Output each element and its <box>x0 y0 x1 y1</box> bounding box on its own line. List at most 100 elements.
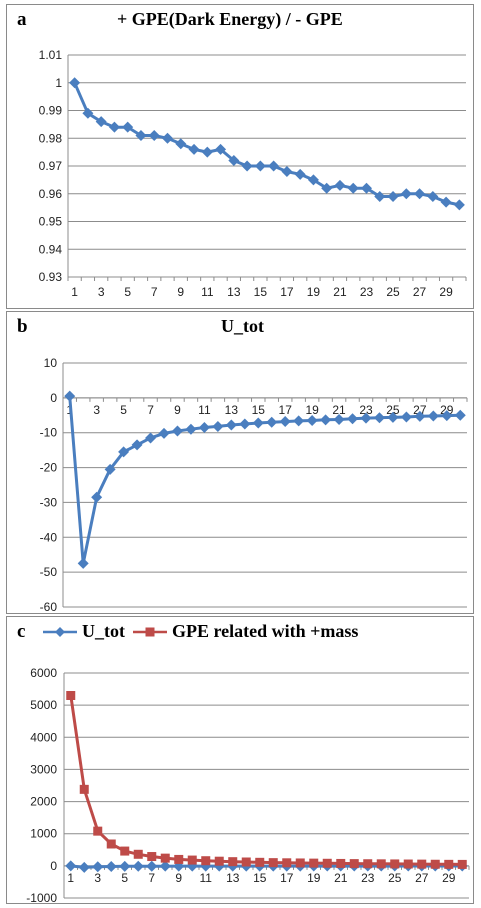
data-point <box>268 858 278 868</box>
data-point <box>241 160 253 172</box>
x-tick-label: 11 <box>200 871 213 885</box>
data-point <box>201 146 213 158</box>
x-tick-label: 9 <box>177 285 184 299</box>
series-line <box>73 82 460 207</box>
data-point <box>294 168 306 180</box>
panel-letter-a: a <box>17 9 27 30</box>
data-point <box>309 858 319 868</box>
series-line <box>68 395 461 565</box>
x-tick-label: 19 <box>307 285 321 299</box>
y-tick-label: 3000 <box>30 762 57 776</box>
data-point <box>361 182 372 194</box>
data-point <box>66 691 76 700</box>
data-point <box>148 129 160 141</box>
data-point <box>93 826 103 836</box>
data-point <box>403 859 413 869</box>
data-point <box>215 143 227 155</box>
data-point <box>333 413 345 425</box>
x-tick-label: 7 <box>151 285 158 299</box>
data-point <box>444 859 454 869</box>
data-point <box>174 854 184 864</box>
y-tick-label: 1.01 <box>39 48 63 62</box>
data-point <box>347 182 359 194</box>
y-tick-label: 6000 <box>30 666 57 680</box>
data-point <box>295 858 305 868</box>
data-point <box>198 421 210 433</box>
data-point <box>175 138 187 150</box>
data-point <box>145 432 157 444</box>
data-point <box>188 143 200 155</box>
x-tick-label: 15 <box>252 403 266 417</box>
data-point <box>122 121 134 133</box>
legend-marker-blue-diamond-icon <box>43 626 77 637</box>
x-tick-label: 23 <box>359 403 373 417</box>
y-tick-label: 0 <box>50 391 57 405</box>
data-point <box>118 446 130 458</box>
y-tick-label: 1000 <box>30 827 57 841</box>
data-point <box>400 188 412 200</box>
data-point <box>241 857 251 867</box>
data-point <box>387 191 399 203</box>
data-point <box>132 860 144 872</box>
x-tick-label: 3 <box>94 871 101 885</box>
data-point <box>334 179 346 191</box>
y-tick-label: 0.98 <box>39 131 63 145</box>
data-point <box>414 188 426 200</box>
data-point <box>135 129 147 141</box>
legend-label-u-tot: U_tot <box>82 621 125 641</box>
data-point <box>228 857 238 867</box>
data-point <box>147 852 157 862</box>
x-tick-label: 15 <box>253 871 267 885</box>
data-point <box>307 174 319 186</box>
data-point <box>146 860 158 872</box>
data-point <box>131 439 143 451</box>
x-tick-label: 9 <box>174 403 181 417</box>
y-tick-label: 0.93 <box>39 270 63 284</box>
data-point <box>454 409 466 421</box>
x-tick-label: 25 <box>386 403 400 417</box>
x-tick-label: 13 <box>226 871 240 885</box>
data-point <box>158 427 170 439</box>
data-point <box>212 420 224 432</box>
data-point <box>105 861 117 872</box>
data-point <box>201 856 211 866</box>
y-tick-label: -50 <box>40 565 58 579</box>
data-point <box>65 860 77 872</box>
data-point <box>360 412 372 424</box>
data-point <box>321 182 333 194</box>
data-point <box>374 191 386 203</box>
x-tick-label: 5 <box>120 403 127 417</box>
data-point <box>430 859 440 869</box>
data-point <box>187 855 197 865</box>
x-tick-label: 5 <box>124 285 131 299</box>
data-point <box>306 415 318 427</box>
data-point <box>239 418 251 430</box>
series-b-0 <box>64 390 466 569</box>
data-point <box>349 859 359 869</box>
data-point <box>387 411 399 423</box>
data-point <box>69 77 81 89</box>
x-tick-label: 27 <box>413 285 427 299</box>
x-tick-label: 21 <box>332 403 346 417</box>
chart-panel-c: -1000 0 1000 2000 3000 4000 5000 6000 1 3 5 7 9 11 13 1… <box>6 616 474 904</box>
chart-title-b: U_tot <box>221 316 264 336</box>
data-point <box>106 839 116 849</box>
data-point <box>414 410 426 422</box>
data-point <box>457 859 467 869</box>
data-point <box>347 413 359 425</box>
data-point <box>320 414 332 426</box>
x-tick-label: 27 <box>415 871 429 885</box>
x-tick-label: 29 <box>442 871 456 885</box>
y-tick-label: 0.95 <box>39 215 63 229</box>
y-tick-label: -1000 <box>26 891 57 903</box>
data-point <box>225 419 237 431</box>
legend-item-u-tot: U_tot <box>43 621 125 642</box>
x-tick-label: 19 <box>307 871 321 885</box>
data-point <box>427 410 439 422</box>
data-point <box>185 423 197 435</box>
data-point <box>108 121 120 133</box>
series-line <box>69 695 463 866</box>
data-point <box>282 858 292 868</box>
